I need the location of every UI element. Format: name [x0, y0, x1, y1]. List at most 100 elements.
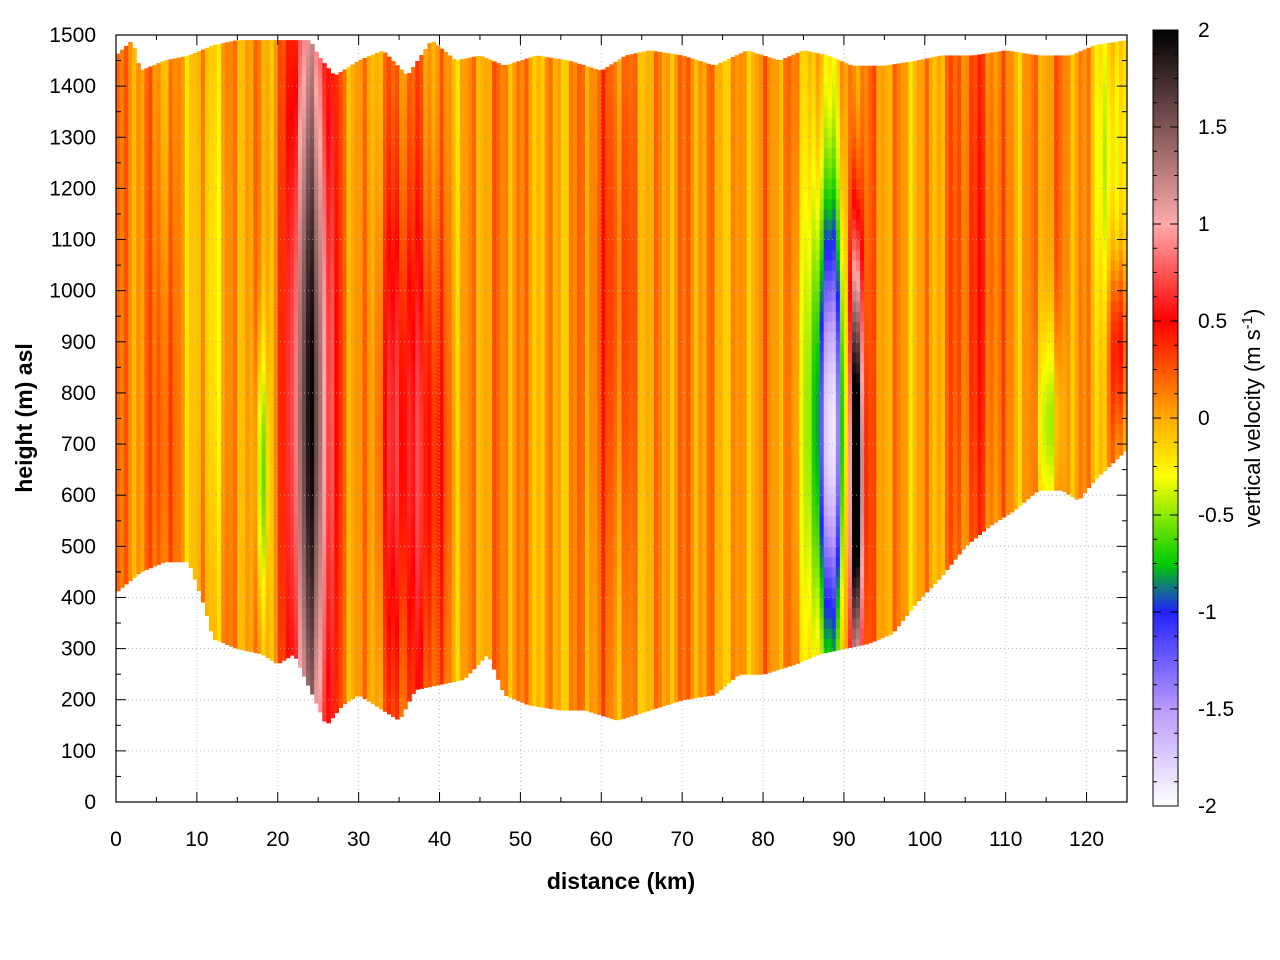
field-cell — [427, 434, 432, 445]
field-cell — [201, 127, 206, 138]
field-cell — [217, 158, 222, 169]
field-cell — [258, 40, 263, 46]
field-cell — [419, 55, 424, 66]
field-cell — [185, 260, 190, 271]
field-cell — [120, 342, 125, 353]
field-cell — [371, 117, 376, 128]
field-cell — [278, 117, 283, 128]
field-cell — [298, 557, 303, 568]
field-cell — [411, 393, 416, 404]
field-cell — [338, 240, 343, 251]
field-cell — [225, 557, 230, 568]
field-cell — [278, 291, 283, 302]
field-cell — [314, 188, 319, 199]
field-cell — [185, 332, 190, 343]
field-cell — [197, 86, 202, 97]
field-cell — [326, 291, 331, 302]
field-cell — [355, 495, 360, 506]
field-cell — [282, 86, 287, 97]
field-cell — [326, 321, 331, 332]
field-cell — [347, 434, 352, 445]
field-cell — [209, 311, 214, 322]
field-cell — [318, 250, 323, 261]
field-cell — [237, 280, 242, 291]
field-cell — [351, 690, 356, 700]
field-cell — [423, 199, 428, 210]
field-cell — [229, 505, 234, 516]
field-cell — [290, 96, 295, 107]
field-cell — [169, 352, 174, 363]
field-cell — [427, 679, 432, 687]
field-cell — [237, 546, 242, 557]
field-cell — [306, 403, 311, 414]
field-cell — [262, 158, 267, 169]
field-cell — [427, 352, 432, 363]
field-cell — [326, 679, 331, 690]
field-cell — [363, 199, 368, 210]
field-cell — [278, 424, 283, 435]
field-cell — [310, 516, 315, 527]
field-cell — [169, 505, 174, 516]
field-cell — [177, 465, 182, 476]
field-cell — [245, 188, 250, 199]
field-cell — [181, 209, 186, 220]
field-cell — [229, 342, 234, 353]
field-cell — [326, 536, 331, 547]
field-cell — [181, 311, 186, 322]
field-cell — [229, 332, 234, 343]
field-cell — [209, 158, 214, 169]
field-cell — [185, 434, 190, 445]
field-cell — [399, 536, 404, 547]
field-cell — [185, 56, 190, 66]
field-cell — [338, 178, 343, 189]
field-cell — [338, 690, 343, 701]
field-cell — [197, 291, 202, 302]
field-cell — [237, 454, 242, 465]
field-cell — [241, 127, 246, 138]
field-cell — [375, 188, 380, 199]
field-cell — [278, 434, 283, 445]
field-cell — [201, 403, 206, 414]
field-cell — [367, 260, 372, 271]
field-cell — [173, 86, 178, 97]
field-cell — [201, 49, 206, 56]
field-cell — [245, 40, 250, 46]
field-cell — [322, 188, 327, 199]
field-cell — [310, 147, 315, 158]
field-cell — [286, 352, 291, 363]
field-cell — [440, 178, 445, 189]
field-cell — [448, 199, 453, 210]
field-cell — [148, 147, 153, 158]
field-cell — [278, 403, 283, 414]
field-cell — [302, 608, 307, 619]
field-cell — [213, 45, 218, 46]
field-cell — [233, 76, 238, 87]
field-cell — [383, 332, 388, 343]
field-cell — [383, 117, 388, 128]
field-cell — [148, 270, 153, 281]
field-cell — [160, 127, 165, 138]
field-cell — [249, 107, 254, 118]
field-cell — [177, 321, 182, 332]
field-cell — [266, 618, 271, 629]
field-cell — [213, 618, 218, 629]
field-cell — [427, 219, 432, 230]
field-cell — [120, 219, 125, 230]
field-cell — [347, 311, 352, 322]
field-cell — [302, 332, 307, 343]
field-cell — [160, 117, 165, 128]
field-cell — [262, 526, 267, 537]
field-cell — [254, 86, 259, 97]
field-cell — [452, 403, 457, 414]
field-cell — [213, 352, 218, 363]
field-cell — [213, 219, 218, 230]
field-cell — [229, 250, 234, 261]
field-cell — [144, 516, 149, 527]
field-cell — [371, 96, 376, 107]
field-cell — [448, 219, 453, 230]
field-cell — [237, 434, 242, 445]
field-cell — [448, 475, 453, 486]
field-cell — [403, 608, 408, 619]
field-cell — [399, 587, 404, 598]
field-cell — [407, 127, 412, 138]
